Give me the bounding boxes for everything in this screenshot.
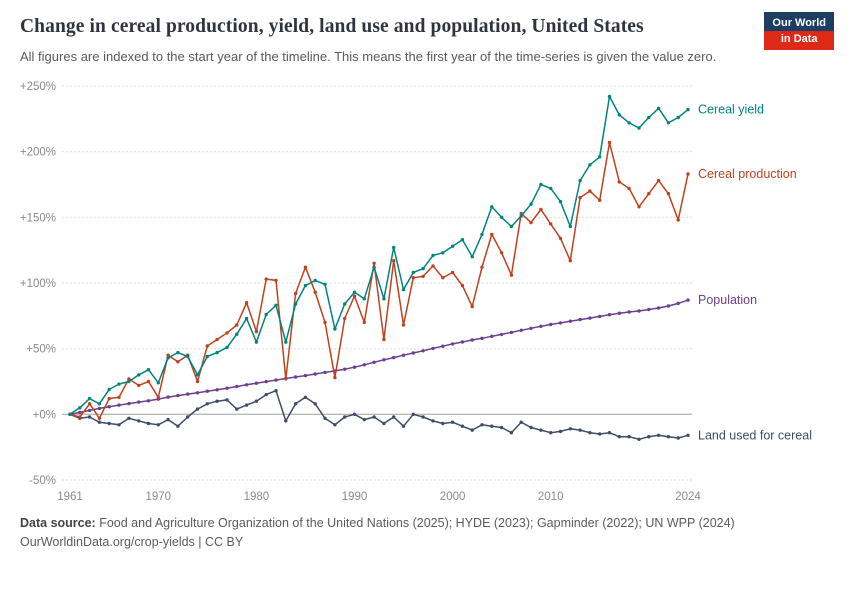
x-axis-tick-label: 2024 bbox=[675, 491, 701, 503]
series-cereal-yield bbox=[68, 94, 690, 416]
y-axis-tick-label: +150% bbox=[20, 212, 56, 224]
series-label-cereal-production[interactable]: Cereal production bbox=[698, 167, 797, 181]
line-cereal-yield[interactable] bbox=[69, 95, 689, 415]
series-label-land-used-for-cereal[interactable]: Land used for cereal bbox=[698, 428, 812, 442]
series-label-cereal-yield[interactable]: Cereal yield bbox=[698, 102, 764, 116]
series-cereal-production bbox=[68, 140, 690, 420]
x-axis-tick-label: 2010 bbox=[538, 491, 564, 503]
x-axis-tick-label: 1990 bbox=[342, 491, 368, 503]
footer: Data source: Food and Agriculture Organi… bbox=[0, 508, 850, 553]
x-axis: 1961 1970 1980 1990 2000 2010 2024 bbox=[57, 491, 701, 503]
line-population[interactable] bbox=[69, 299, 689, 415]
data-source-text: Food and Agriculture Organization of the… bbox=[99, 515, 735, 530]
y-axis-tick-label: -50% bbox=[29, 475, 56, 487]
y-axis-tick-label: +50% bbox=[26, 343, 56, 355]
data-source-label: Data source: bbox=[20, 515, 96, 530]
data-source-line: Data source: Food and Agriculture Organi… bbox=[20, 514, 830, 533]
y-axis-tick-label: +0% bbox=[33, 409, 56, 421]
series-land-used-for-cereal bbox=[68, 388, 690, 441]
line-land-used-for-cereal[interactable] bbox=[69, 389, 689, 440]
page-title: Change in cereal production, yield, land… bbox=[20, 16, 644, 37]
x-axis-tick-label: 1961 bbox=[57, 491, 83, 503]
x-axis-tick-label: 1980 bbox=[244, 491, 270, 503]
footer-link[interactable]: OurWorldinData.org/crop-yields | CC BY bbox=[20, 535, 244, 550]
chart-subtitle: All figures are indexed to the start yea… bbox=[20, 48, 717, 64]
owid-logo-line1: Our World bbox=[764, 12, 834, 32]
line-chart[interactable]: -50%+0%+50%+100%+150%+200%+250%1961 1970 1… bbox=[0, 68, 850, 508]
owid-logo-line2: in Data bbox=[764, 31, 834, 50]
gridlines: -50% +0% +50% +100% +150% +200% +250% bbox=[20, 81, 692, 487]
y-axis-tick-label: +250% bbox=[20, 81, 56, 93]
x-axis-tick-label: 2000 bbox=[440, 491, 466, 503]
series-population bbox=[68, 298, 690, 416]
x-axis-tick-label: 1970 bbox=[146, 491, 172, 503]
y-axis-tick-label: +100% bbox=[20, 278, 56, 290]
chart-header: Change in cereal production, yield, land… bbox=[0, 0, 850, 64]
y-axis-tick-label: +200% bbox=[20, 146, 56, 158]
series-label-population[interactable]: Population bbox=[698, 293, 757, 307]
owid-logo[interactable]: Our World in Data bbox=[764, 12, 834, 50]
line-cereal-production[interactable] bbox=[69, 141, 689, 419]
